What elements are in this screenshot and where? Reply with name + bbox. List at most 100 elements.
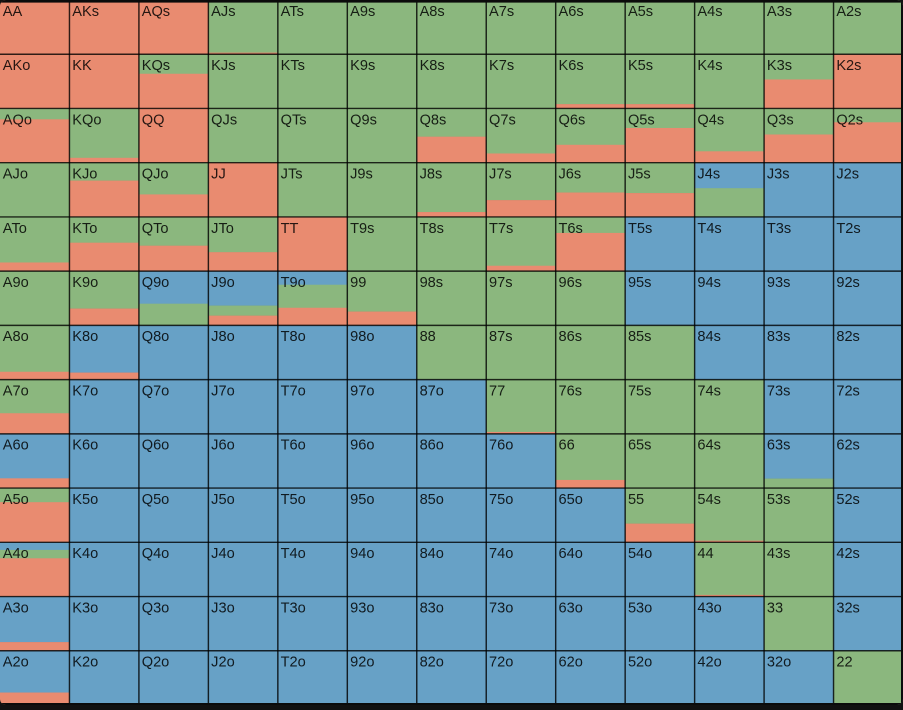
svg-text:T8o: T8o <box>281 329 306 345</box>
svg-text:52o: 52o <box>628 655 652 671</box>
svg-text:ATs: ATs <box>281 4 304 20</box>
svg-text:T6o: T6o <box>281 438 306 454</box>
svg-text:83o: 83o <box>420 600 444 616</box>
svg-text:KK: KK <box>72 58 92 74</box>
svg-text:54o: 54o <box>628 546 652 562</box>
svg-text:A8o: A8o <box>3 329 29 345</box>
svg-text:87s: 87s <box>489 329 513 345</box>
svg-text:32s: 32s <box>836 600 860 616</box>
svg-text:K8o: K8o <box>72 329 98 345</box>
svg-text:92s: 92s <box>836 275 860 291</box>
svg-text:65o: 65o <box>558 492 582 508</box>
svg-text:KJs: KJs <box>211 58 235 74</box>
svg-text:Q8o: Q8o <box>142 329 170 345</box>
svg-text:44: 44 <box>697 546 713 562</box>
svg-text:K3o: K3o <box>72 600 98 616</box>
svg-text:A8s: A8s <box>420 4 445 20</box>
svg-text:62s: 62s <box>836 438 860 454</box>
svg-text:Q2s: Q2s <box>836 112 863 128</box>
svg-text:Q2o: Q2o <box>142 655 170 671</box>
svg-text:66: 66 <box>558 438 574 454</box>
svg-text:77: 77 <box>489 383 505 399</box>
svg-text:92o: 92o <box>350 655 374 671</box>
svg-text:94s: 94s <box>697 275 721 291</box>
svg-text:76s: 76s <box>558 383 582 399</box>
svg-text:AKo: AKo <box>3 58 31 74</box>
svg-text:62o: 62o <box>558 655 582 671</box>
svg-text:82s: 82s <box>836 329 860 345</box>
svg-text:64s: 64s <box>697 438 721 454</box>
svg-text:Q4s: Q4s <box>697 112 724 128</box>
svg-text:73s: 73s <box>767 383 791 399</box>
svg-text:A9o: A9o <box>3 275 29 291</box>
svg-text:A4o: A4o <box>3 546 29 562</box>
svg-text:88: 88 <box>420 329 436 345</box>
svg-text:A3s: A3s <box>767 4 792 20</box>
svg-text:A3o: A3o <box>3 600 29 616</box>
svg-text:52s: 52s <box>836 492 860 508</box>
svg-text:32o: 32o <box>767 655 791 671</box>
svg-text:54s: 54s <box>697 492 721 508</box>
svg-text:J7s: J7s <box>489 167 512 183</box>
svg-text:Q5o: Q5o <box>142 492 170 508</box>
svg-text:J6o: J6o <box>211 438 235 454</box>
svg-text:JTo: JTo <box>211 221 234 237</box>
svg-text:Q7o: Q7o <box>142 383 170 399</box>
svg-text:J3o: J3o <box>211 600 235 616</box>
svg-text:K2s: K2s <box>836 58 861 74</box>
svg-text:A9s: A9s <box>350 4 375 20</box>
svg-text:87o: 87o <box>420 383 444 399</box>
svg-text:K7s: K7s <box>489 58 514 74</box>
svg-text:K4s: K4s <box>697 58 722 74</box>
svg-text:T7s: T7s <box>489 221 513 237</box>
svg-text:A6s: A6s <box>558 4 583 20</box>
svg-text:K9o: K9o <box>72 275 98 291</box>
svg-text:85o: 85o <box>420 492 444 508</box>
svg-text:J8s: J8s <box>420 167 443 183</box>
svg-text:Q7s: Q7s <box>489 112 516 128</box>
svg-text:A6o: A6o <box>3 438 29 454</box>
svg-text:KTo: KTo <box>72 221 97 237</box>
svg-text:84o: 84o <box>420 546 444 562</box>
svg-text:63s: 63s <box>767 438 791 454</box>
svg-text:A5s: A5s <box>628 4 653 20</box>
svg-text:T8s: T8s <box>420 221 444 237</box>
svg-text:J6s: J6s <box>558 167 581 183</box>
svg-text:A5o: A5o <box>3 492 29 508</box>
svg-text:T5o: T5o <box>281 492 306 508</box>
svg-text:JJ: JJ <box>211 167 226 183</box>
svg-text:Q9s: Q9s <box>350 112 377 128</box>
svg-text:A7s: A7s <box>489 4 514 20</box>
svg-text:Q3o: Q3o <box>142 600 170 616</box>
svg-text:QJo: QJo <box>142 167 169 183</box>
svg-text:KQs: KQs <box>142 58 170 74</box>
svg-text:T3o: T3o <box>281 600 306 616</box>
svg-text:74s: 74s <box>697 383 721 399</box>
svg-text:43o: 43o <box>697 600 721 616</box>
svg-text:KJo: KJo <box>72 167 97 183</box>
svg-text:Q6o: Q6o <box>142 438 170 454</box>
svg-text:AQs: AQs <box>142 4 170 20</box>
svg-text:J4o: J4o <box>211 546 235 562</box>
svg-text:86o: 86o <box>420 438 444 454</box>
svg-text:T7o: T7o <box>281 383 306 399</box>
svg-text:72s: 72s <box>836 383 860 399</box>
svg-text:93s: 93s <box>767 275 791 291</box>
svg-text:72o: 72o <box>489 655 513 671</box>
svg-text:QJs: QJs <box>211 112 237 128</box>
svg-text:K6o: K6o <box>72 438 98 454</box>
svg-text:97o: 97o <box>350 383 374 399</box>
svg-text:T5s: T5s <box>628 221 652 237</box>
svg-text:22: 22 <box>836 655 852 671</box>
svg-text:96s: 96s <box>558 275 582 291</box>
svg-text:65s: 65s <box>628 438 652 454</box>
svg-text:K6s: K6s <box>558 58 583 74</box>
svg-text:A2s: A2s <box>836 4 861 20</box>
svg-text:Q3s: Q3s <box>767 112 794 128</box>
svg-text:95o: 95o <box>350 492 374 508</box>
svg-text:76o: 76o <box>489 438 513 454</box>
svg-text:K9s: K9s <box>350 58 375 74</box>
svg-text:J5s: J5s <box>628 167 651 183</box>
svg-text:J9o: J9o <box>211 275 235 291</box>
svg-text:Q4o: Q4o <box>142 546 170 562</box>
